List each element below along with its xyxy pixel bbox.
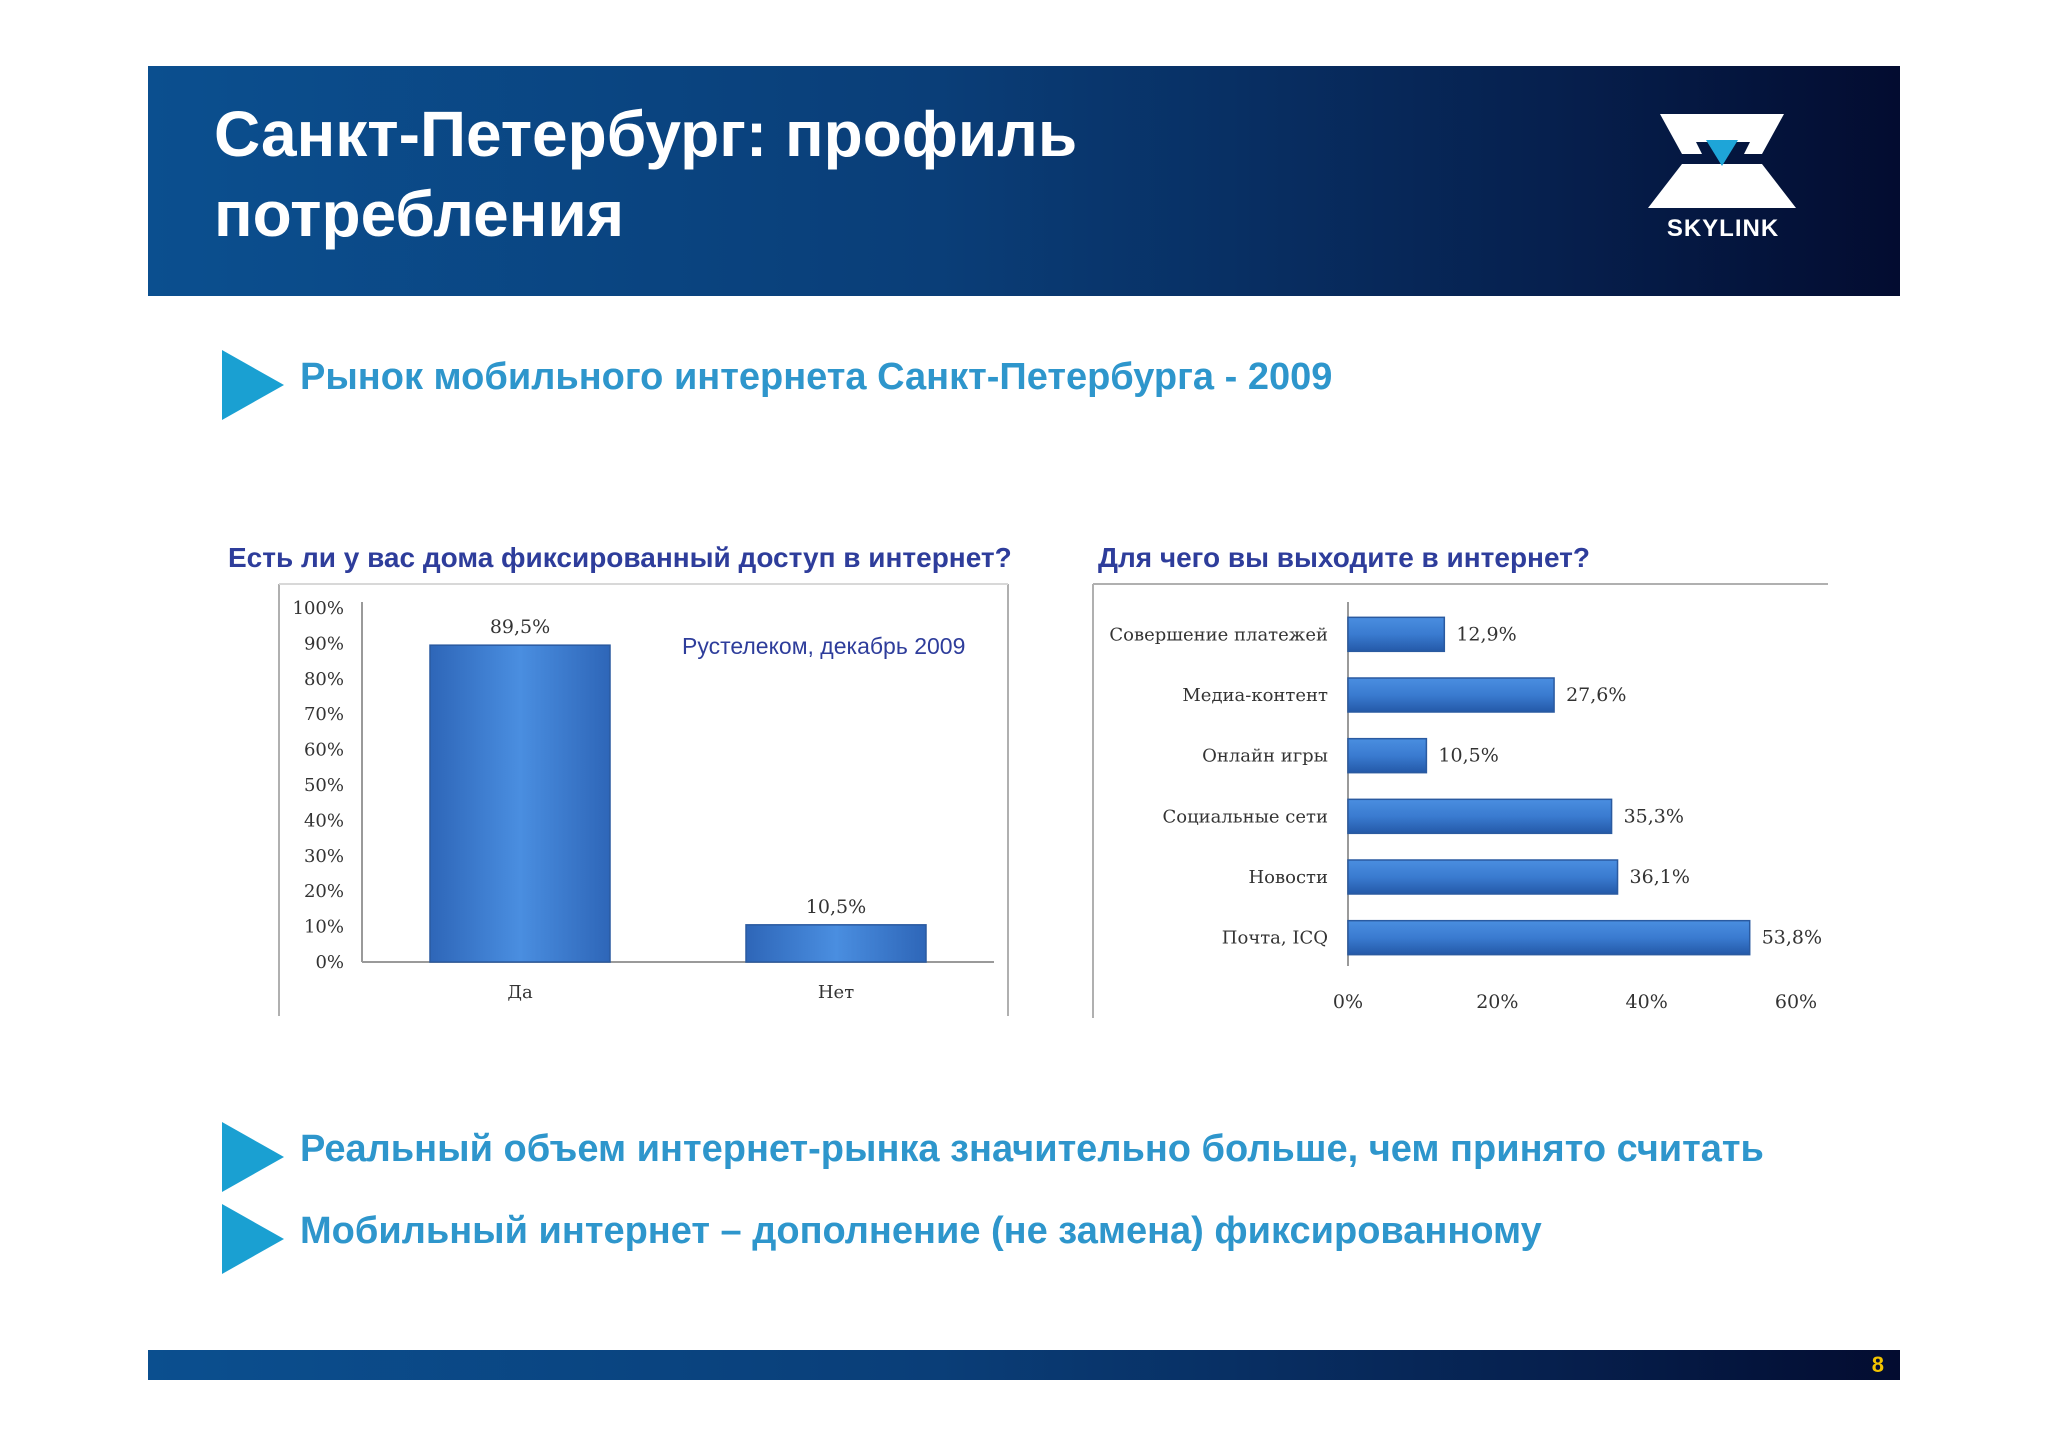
chart2-value-label: 53,8% [1762, 927, 1822, 949]
chart1-bar [745, 924, 927, 963]
chart1-y-tick-label: 40% [304, 810, 344, 831]
chart1-y-tick-label: 50% [304, 775, 344, 796]
footer-bar: 8 [148, 1350, 1900, 1380]
chart2-value-label: 27,6% [1566, 684, 1626, 706]
conclusion-1: Реальный объем интернет-рынка значительн… [300, 1128, 1764, 1170]
chart2-category-label: Новости [1248, 867, 1328, 888]
section-heading: Рынок мобильного интернета Санкт-Петербу… [300, 356, 1333, 398]
chart2-category-label: Почта, ICQ [1222, 928, 1328, 949]
chart2-category-label: Онлайн игры [1202, 746, 1328, 767]
chart2-bar [1347, 798, 1613, 835]
title-line-1: Санкт-Петербург: профиль [214, 98, 1078, 170]
chart1-y-tick-label: 80% [304, 669, 344, 690]
chart2-value-label: 10,5% [1438, 745, 1498, 767]
chart1-y-tick-label: 70% [304, 704, 344, 725]
chart1-y-tick-label: 10% [304, 917, 344, 938]
chart1-bar [429, 644, 611, 963]
chart2-title: Для чего вы выходите в интернет? [1098, 542, 1590, 573]
chart1-value-label: 89,5% [490, 616, 550, 638]
title-line-2: потребления [214, 178, 625, 250]
page-title: Санкт-Петербург: профиль потребления [214, 94, 1214, 254]
chart2-bar [1347, 859, 1619, 895]
chart1-y-tick-label: 0% [315, 952, 344, 973]
chart1-y-tick-label: 20% [304, 881, 344, 902]
header-banner: Санкт-Петербург: профиль потребления SKY… [148, 66, 1900, 296]
chart1-category-label: Нет [818, 982, 854, 1003]
chart1-home-internet: 0% 10% 20% 30% 40% 50% 60% 70% 80% 90% 100% 89,5% Д… [278, 583, 1009, 1016]
chart2-value-label: 12,9% [1456, 623, 1516, 645]
chart1-title: Есть ли у вас дома фиксированный доступ … [228, 542, 1012, 573]
chart2-x-tick-label: 60% [1775, 991, 1817, 1013]
chart1-value-label: 10,5% [806, 896, 866, 918]
chart2-value-label: 35,3% [1624, 805, 1684, 827]
bullet-arrow-icon [222, 1204, 284, 1274]
chart1-annotation: Рустелеком, декабрь 2009 [682, 633, 965, 659]
page-number: 8 [1871, 1352, 1884, 1377]
chart2-category-label: Совершение платежей [1109, 624, 1328, 645]
chart2-bar [1347, 616, 1446, 653]
chart2-category-label: Медиа-контент [1182, 685, 1328, 706]
chart2-x-tick-label: 0% [1333, 991, 1363, 1013]
chart2-x-tick-label: 20% [1476, 991, 1518, 1013]
chart1-category-label: Да [507, 982, 533, 1003]
bullet-arrow-icon [222, 1122, 284, 1192]
bullet-arrow-icon [222, 350, 284, 420]
chart2-bar [1347, 919, 1751, 956]
chart2-x-tick-label: 40% [1626, 991, 1668, 1013]
chart2-bar [1347, 737, 1428, 774]
skylink-logo: SKYLINK [1648, 114, 1796, 240]
chart2-category-label: Социальные сети [1162, 806, 1328, 827]
chart1-y-tick-label: 100% [293, 598, 344, 619]
chart2-value-label: 36,1% [1630, 866, 1690, 888]
chart2-bar [1347, 677, 1555, 713]
chart2-internet-usage: 0% 20% 40% 60% Совершение платежей 12,9% Меди… [1092, 583, 1828, 1018]
chart1-y-tick-label: 60% [304, 740, 344, 761]
chart1-y-tick-label: 90% [304, 633, 344, 654]
conclusion-2: Мобильный интернет – дополнение (не заме… [300, 1210, 1542, 1252]
chart1-y-tick-label: 30% [304, 846, 344, 867]
logo-wordmark: SKYLINK [1667, 215, 1779, 240]
